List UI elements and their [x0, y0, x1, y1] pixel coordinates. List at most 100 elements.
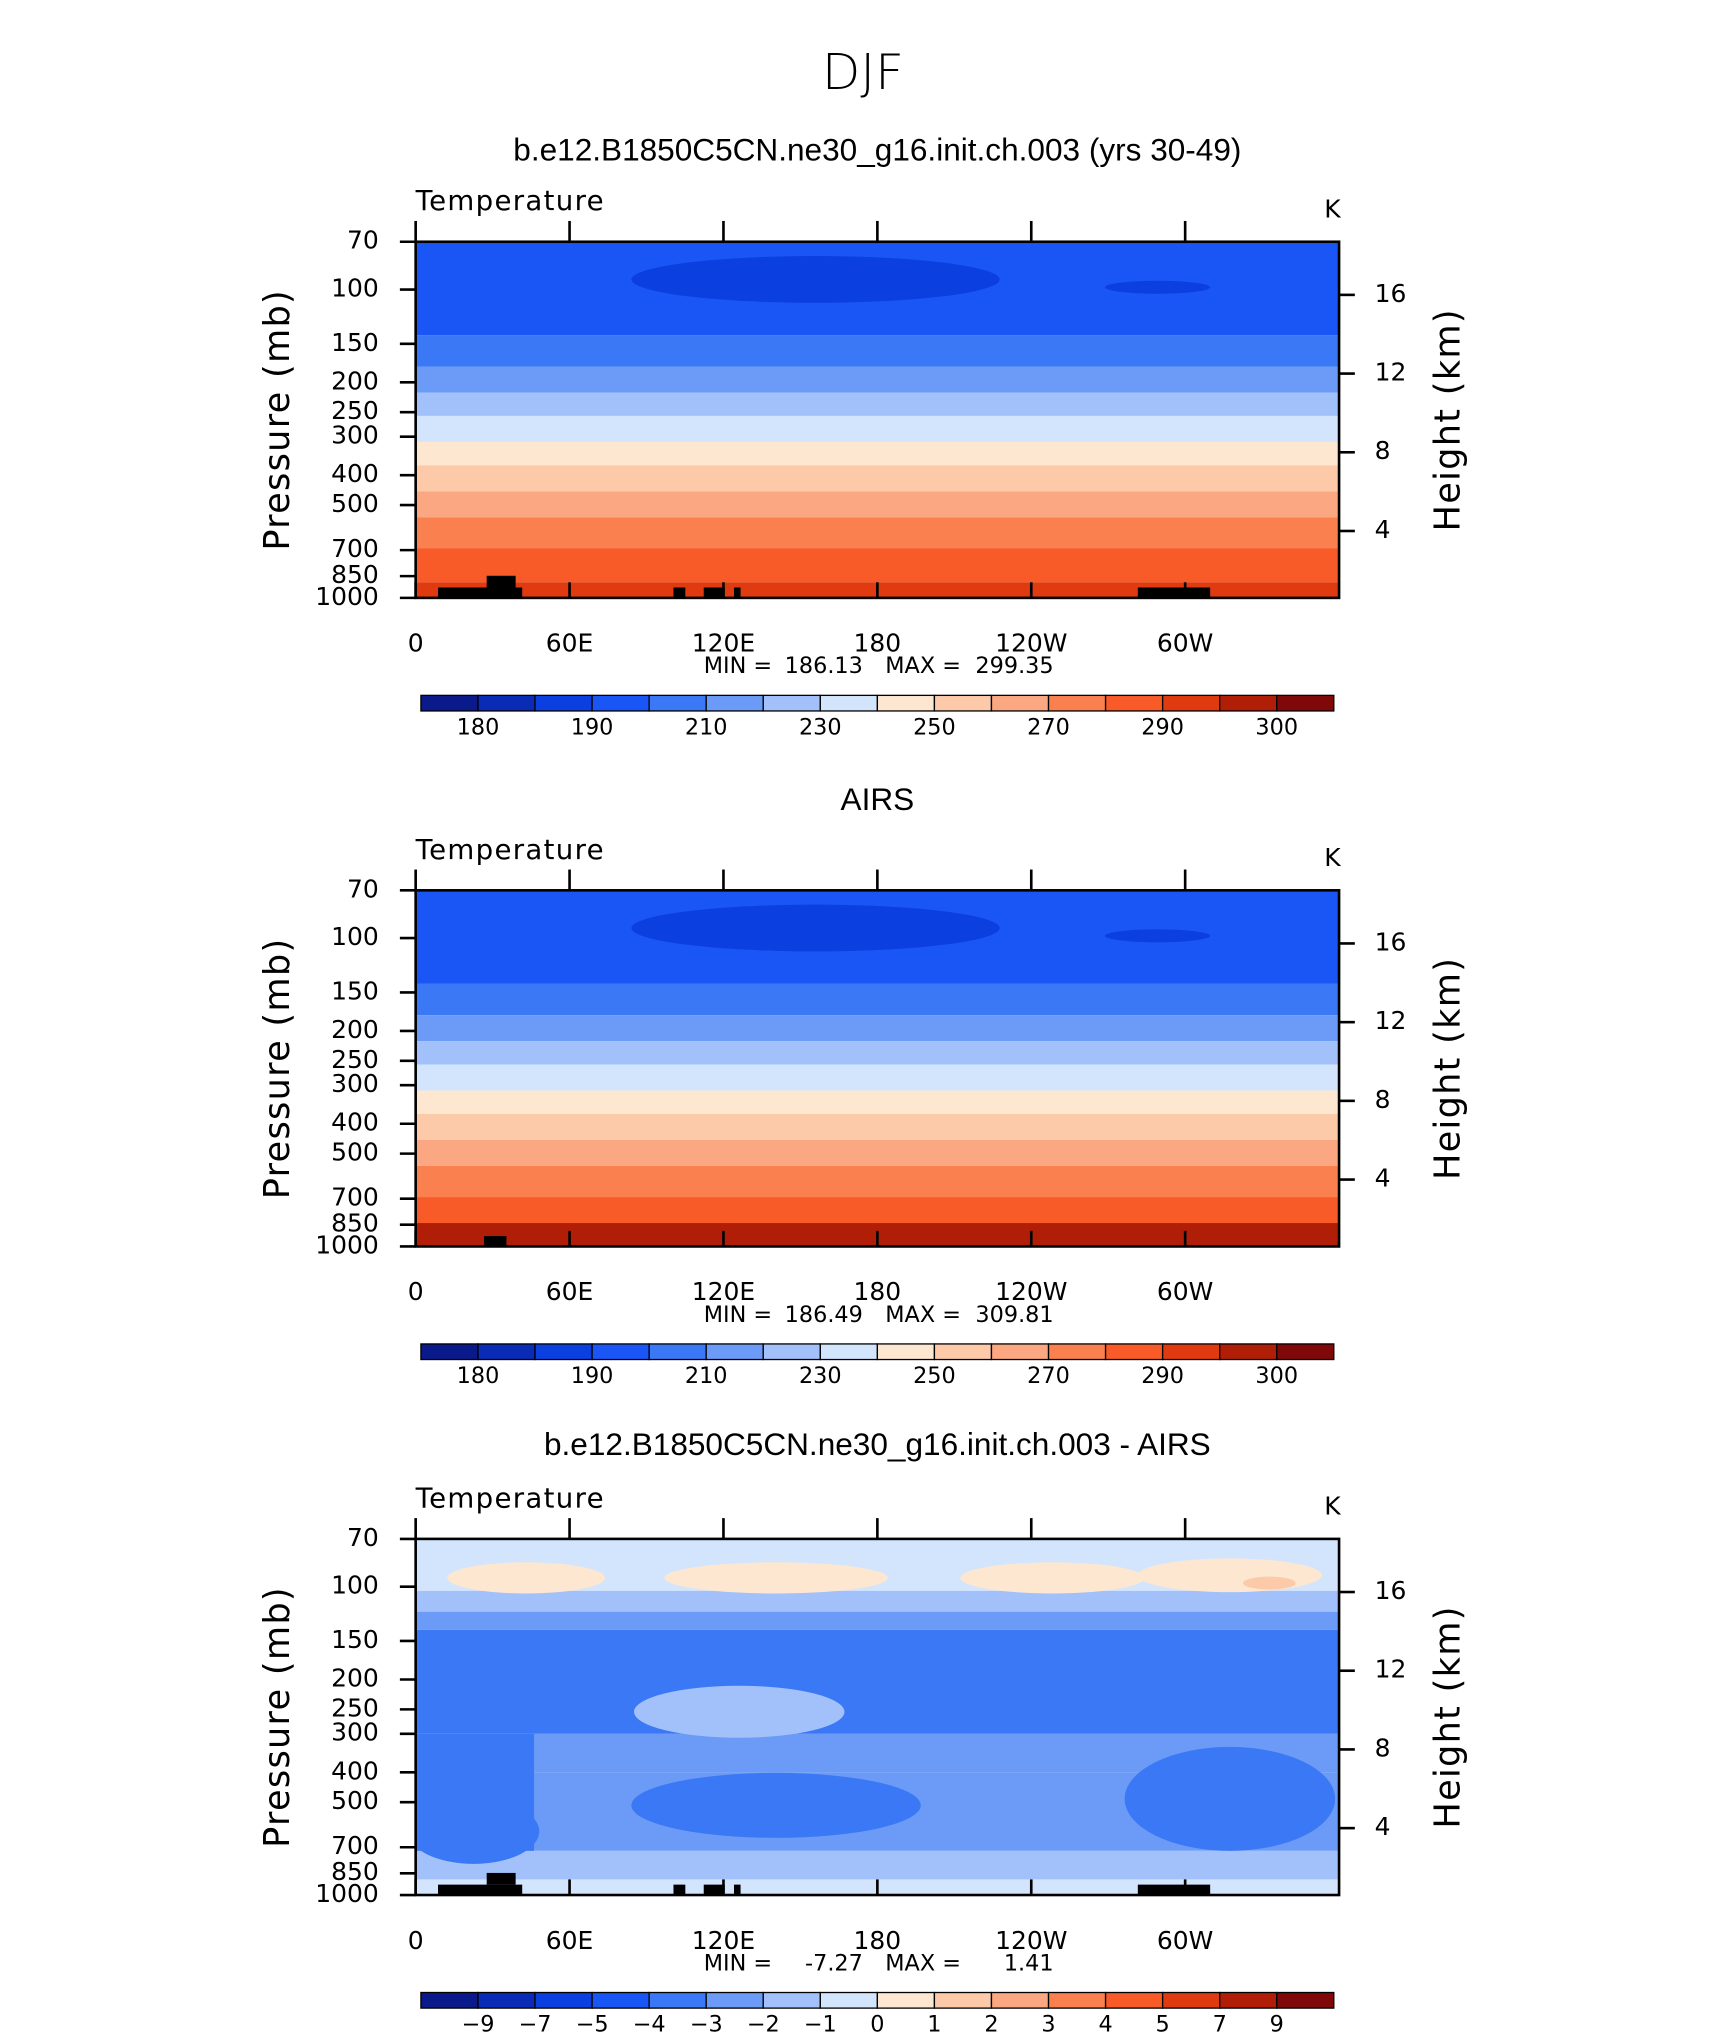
contour-blob: [631, 256, 1000, 303]
left-title: Temperature: [415, 1484, 605, 1515]
colorbar-label: 4: [1098, 2012, 1112, 2038]
y2-tick-label: 12: [1375, 1655, 1407, 1684]
x-tick-label: 0: [408, 1926, 424, 1955]
x-tick-label: 120E: [692, 629, 755, 658]
max-label: MAX =: [885, 1302, 961, 1328]
y2-axis-label: Height (km): [1427, 1605, 1468, 1828]
min-value: 186.49: [785, 1302, 863, 1328]
colorbar-box: [933, 694, 993, 712]
y-tick-label: 300: [331, 1718, 379, 1747]
x-tick-label: 120W: [995, 1277, 1067, 1306]
colorbar-box: [876, 1991, 936, 2009]
x-tick-label: 120W: [995, 629, 1067, 658]
contour-band: [415, 415, 1340, 442]
contour-band: [415, 366, 1340, 393]
colorbar-box: [591, 1991, 650, 2009]
topography: [733, 587, 741, 598]
topography: [438, 1884, 523, 1896]
colorbar-box: [534, 1991, 593, 2009]
y2-axis-label: Height (km): [1427, 957, 1468, 1180]
x-tick-label: 180: [854, 1277, 902, 1306]
colorbar-label: −5: [576, 2012, 609, 2038]
contour-blob: [634, 1685, 845, 1738]
y2-tick-label: 4: [1375, 515, 1391, 544]
colorbar-box: [990, 1991, 1050, 2009]
y-tick-label: 250: [331, 396, 379, 425]
contour-field: [415, 890, 1340, 1247]
colorbar-box: [762, 1343, 821, 1361]
x-tick-label: 120E: [692, 1926, 755, 1955]
contour-band: [415, 1113, 1340, 1140]
colorbar-box: [534, 694, 593, 712]
y-axis-label: Pressure (mb): [257, 938, 298, 1200]
colorbar-box: [648, 694, 707, 712]
y-tick-label: 500: [331, 489, 379, 518]
y-tick-label: 1000: [315, 1879, 379, 1908]
panel-title: b.e12.B1850C5CN.ne30_g16.init.ch.003 - A…: [544, 1427, 1211, 1462]
colorbar-box: [1276, 1991, 1335, 2009]
max-value: 1.41: [1004, 1950, 1054, 1976]
contour-blob: [664, 1562, 888, 1594]
y-tick-label: 500: [331, 1138, 379, 1167]
panel-title: b.e12.B1850C5CN.ne30_g16.init.ch.003 (yr…: [513, 132, 1241, 167]
y-axis-label: Pressure (mb): [257, 1586, 298, 1848]
y-tick-label: 200: [331, 1664, 379, 1693]
y-tick-label: 200: [331, 366, 379, 395]
left-title: Temperature: [415, 186, 605, 217]
topography: [733, 1884, 741, 1896]
contour-blob: [631, 904, 1000, 952]
colorbar-label: 290: [1141, 1363, 1184, 1389]
y-tick-label: 100: [331, 922, 379, 951]
topography: [1137, 587, 1211, 598]
colorbar-box: [477, 1343, 536, 1361]
y-tick-label: 150: [331, 328, 379, 357]
colorbar-label: 1: [927, 2012, 941, 2038]
y-tick-label: 300: [331, 1069, 379, 1098]
x-tick-label: 120W: [995, 1926, 1067, 1955]
y-tick-label: 700: [331, 1183, 379, 1212]
colorbar-box: [990, 1343, 1050, 1361]
colorbar-label: 210: [685, 1363, 728, 1389]
colorbar-label: 190: [571, 1363, 614, 1389]
contour-blob: [1137, 1558, 1322, 1593]
topography: [484, 1236, 507, 1247]
colorbar-box: [876, 1343, 936, 1361]
colorbar-box: [1104, 694, 1164, 712]
colorbar-label: −2: [747, 2012, 780, 2038]
x-tick-label: 60E: [546, 1926, 594, 1955]
colorbar-box: [1219, 694, 1278, 712]
contour-blob: [960, 1562, 1145, 1594]
y-tick-label: 150: [331, 1625, 379, 1654]
y-tick-label: 200: [331, 1015, 379, 1044]
colorbar-box: [819, 694, 879, 712]
colorbar-box: [762, 694, 821, 712]
colorbar-box: [990, 694, 1050, 712]
y-tick-label: 70: [347, 1523, 379, 1552]
colorbar-box: [420, 694, 479, 712]
contour-band: [415, 1850, 1340, 1880]
y-tick-label: 100: [331, 1571, 379, 1600]
colorbar-box: [648, 1343, 707, 1361]
colorbar-box: [1161, 1991, 1221, 2009]
colorbar-box: [762, 1991, 821, 2009]
colorbar-label: 5: [1156, 2012, 1170, 2038]
left-title: Temperature: [415, 835, 605, 866]
x-tick-label: 0: [408, 629, 424, 658]
contour-band: [415, 1165, 1340, 1198]
colorbar-label: 0: [870, 2012, 884, 2038]
y-tick-label: 850: [331, 560, 379, 589]
x-tick-label: 120E: [692, 1277, 755, 1306]
colorbar-box: [1104, 1991, 1164, 2009]
y-axis-label: Pressure (mb): [257, 289, 298, 551]
colorbar-label: −3: [690, 2012, 723, 2038]
colorbar-box: [819, 1991, 879, 2009]
colorbar-box: [705, 1991, 764, 2009]
colorbar-label: 9: [1270, 2012, 1284, 2038]
contour-blob: [1104, 280, 1211, 294]
panel-title: AIRS: [841, 782, 915, 817]
y-tick-label: 700: [331, 1831, 379, 1860]
contour-band: [415, 1015, 1340, 1042]
contour-field: [415, 241, 1340, 598]
colorbar-box: [1219, 1991, 1278, 2009]
y2-tick-label: 8: [1375, 436, 1391, 465]
